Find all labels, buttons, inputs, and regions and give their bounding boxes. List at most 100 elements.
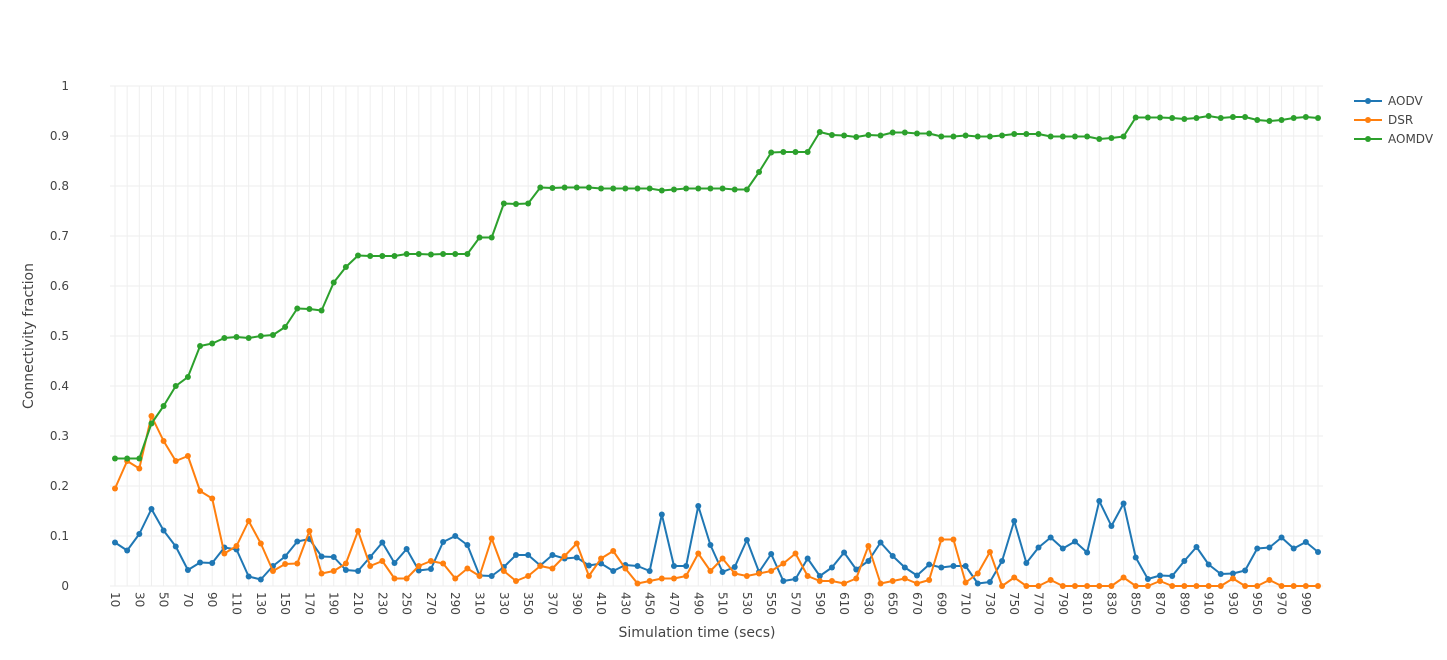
data-point-dsr [670,575,677,582]
data-point-aomdv [294,305,301,312]
data-point-aodv [1047,534,1054,541]
x-tick-label: 650 [886,592,900,615]
data-point-aomdv [962,132,969,139]
data-point-aodv [209,560,216,566]
y-axis-title: Connectivity fraction [21,263,37,409]
data-point-aodv [974,580,981,587]
data-point-dsr [1084,583,1091,589]
data-point-dsr [683,573,690,579]
data-point-dsr [1096,583,1103,589]
y-tick-label: 0.1 [50,529,69,543]
data-point-aomdv [1290,115,1297,121]
data-point-aomdv [598,185,605,192]
legend-item-aodv[interactable]: AODV [1354,94,1423,108]
data-point-dsr [513,578,519,584]
data-point-aomdv [476,234,483,241]
data-point-aodv [1254,545,1261,552]
x-tick-label: 210 [351,592,365,615]
data-point-aomdv [743,186,750,193]
data-point-aomdv [415,251,422,257]
x-tick-label: 10 [108,592,122,607]
x-tick-label: 910 [1202,592,1216,615]
data-point-dsr [1193,583,1200,589]
series-layer [112,113,1321,589]
data-point-aomdv [986,133,993,140]
data-point-aodv [1302,539,1309,545]
data-point-aodv [1120,500,1127,507]
data-point-aodv [877,539,884,546]
data-point-dsr [658,575,665,582]
series-line-aomdv [115,115,1319,460]
data-point-aodv [112,539,118,546]
data-point-aodv [184,567,191,573]
x-tick-label: 370 [545,592,559,615]
data-point-aomdv [999,132,1006,139]
x-tick-label: 290 [448,592,462,615]
data-point-aodv [415,567,422,574]
x-tick-label: 610 [837,592,851,615]
data-point-dsr [172,458,179,464]
data-point-aodv [841,549,848,556]
data-point-aomdv [1315,115,1321,121]
data-point-aomdv [1084,133,1091,140]
data-point-dsr [1120,574,1127,581]
data-point-dsr [318,570,325,577]
data-point-dsr [1108,583,1115,589]
data-point-aodv [391,560,398,566]
x-tick-label: 670 [910,592,924,615]
data-point-aodv [197,559,204,566]
x-tick-label: 930 [1226,592,1240,615]
data-point-dsr [221,550,228,557]
data-point-aomdv [646,185,653,192]
data-point-dsr [816,578,823,584]
data-point-aomdv [1278,117,1285,123]
data-point-dsr [1242,583,1249,589]
data-point-aomdv [853,134,860,140]
x-tick-label: 450 [643,592,657,615]
data-point-aomdv [622,185,629,192]
data-point-dsr [1132,583,1139,589]
legend-item-aomdv[interactable]: AOMDV [1354,132,1434,146]
legend-label: DSR [1388,113,1413,127]
data-point-aodv [1266,544,1273,551]
data-point-dsr [1229,575,1236,582]
data-point-aodv [549,552,556,558]
data-point-aomdv [877,132,884,139]
x-tick-label: 750 [1007,592,1021,615]
data-point-dsr [780,560,787,567]
data-point-aomdv [112,455,118,462]
x-tick-label: 730 [983,592,997,615]
data-point-aomdv [342,264,349,270]
data-point-aomdv [1205,113,1212,119]
data-point-aomdv [257,333,264,339]
data-point-aomdv [804,149,811,155]
data-point-dsr [828,578,835,584]
data-point-dsr [598,555,605,562]
data-point-aodv [986,579,993,585]
data-point-aodv [683,563,690,569]
data-point-dsr [294,560,301,567]
data-point-aomdv [816,129,823,135]
data-point-aodv [136,531,143,537]
data-point-dsr [901,575,908,582]
data-point-aomdv [282,324,289,330]
data-point-aomdv [1120,133,1127,140]
data-point-aomdv [355,252,362,259]
legend: AODV DSR AOMDV [1354,94,1434,146]
data-point-aomdv [1181,116,1188,122]
data-point-aomdv [440,251,447,257]
data-point-aomdv [1302,114,1309,120]
x-tick-label: 570 [788,592,802,615]
y-tick-label: 0.5 [50,329,69,343]
data-point-aomdv [658,187,665,194]
x-tick-label: 990 [1299,592,1313,615]
x-tick-label: 490 [691,592,705,615]
data-point-aodv [1229,570,1236,577]
series-aodv [112,498,1321,587]
legend-item-dsr[interactable]: DSR [1354,113,1413,127]
data-point-aodv [1242,567,1249,574]
y-axis-ticks: 0 0.1 0.2 0.3 0.4 0.5 0.6 0.7 0.8 0.9 1 [50,79,69,593]
data-point-aomdv [1254,117,1261,123]
data-point-dsr [1059,583,1066,589]
